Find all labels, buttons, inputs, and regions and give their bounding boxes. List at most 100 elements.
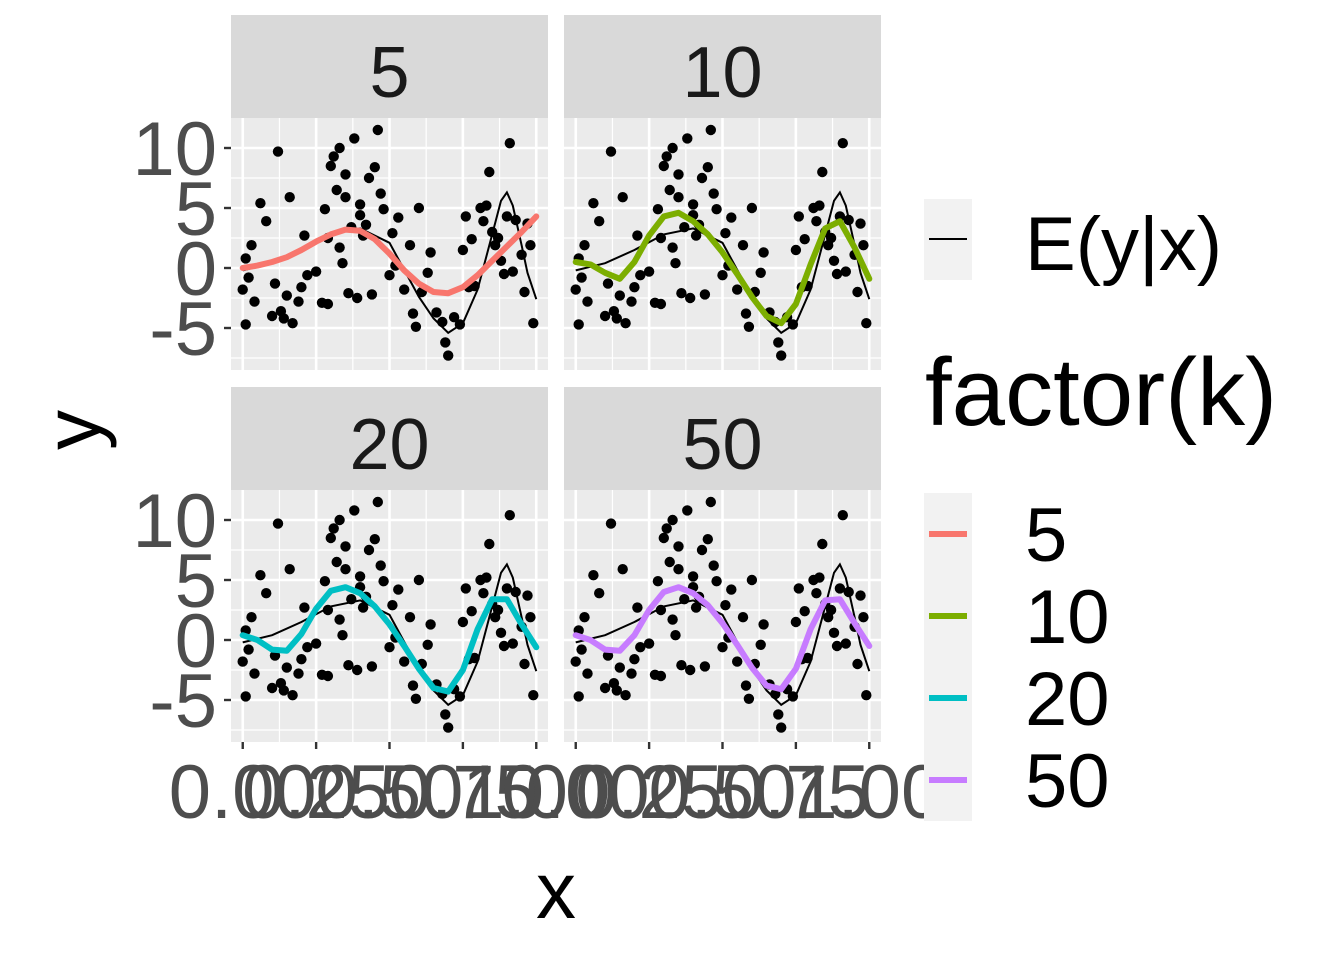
data-point bbox=[573, 691, 584, 702]
facet-panels: 5 10 20 50 bbox=[231, 15, 881, 742]
data-point bbox=[611, 313, 622, 324]
data-point bbox=[443, 722, 454, 733]
data-point bbox=[284, 564, 295, 575]
data-point bbox=[673, 564, 684, 575]
data-point bbox=[387, 228, 398, 239]
y-tick-label: 10 bbox=[132, 107, 217, 192]
data-point bbox=[702, 534, 713, 545]
data-point bbox=[776, 722, 787, 733]
data-point bbox=[399, 284, 410, 295]
data-point bbox=[790, 244, 802, 256]
x-tick-label: 0.50 bbox=[316, 750, 464, 835]
true-mean-line bbox=[575, 562, 871, 707]
data-point bbox=[793, 211, 804, 222]
data-point bbox=[243, 272, 254, 283]
data-point bbox=[293, 296, 304, 307]
data-point bbox=[237, 284, 248, 295]
data-point bbox=[658, 532, 669, 544]
data-point bbox=[758, 619, 769, 630]
data-point bbox=[384, 270, 395, 281]
data-point bbox=[579, 240, 590, 251]
data-point bbox=[413, 574, 425, 586]
data-point bbox=[828, 627, 840, 638]
x-axis: 0.000.250.500.751.000.000.250.500.751.00 bbox=[169, 742, 943, 835]
data-point bbox=[425, 247, 436, 258]
data-point bbox=[670, 630, 681, 641]
data-point bbox=[576, 272, 587, 283]
facet-strip bbox=[564, 387, 881, 490]
data-point bbox=[793, 583, 804, 594]
x-axis-label: x bbox=[536, 846, 576, 935]
data-point bbox=[357, 602, 369, 613]
true-mean-line bbox=[242, 562, 538, 707]
data-point bbox=[422, 639, 433, 650]
facet-panel-10: 10 bbox=[564, 15, 881, 370]
data-point bbox=[507, 266, 518, 277]
data-point bbox=[790, 616, 802, 628]
data-point bbox=[652, 576, 664, 587]
x-tick-label: 0.00 bbox=[502, 750, 650, 835]
data-point bbox=[372, 496, 383, 508]
data-point bbox=[776, 350, 787, 361]
data-point bbox=[492, 604, 504, 616]
data-point bbox=[855, 218, 866, 229]
data-point bbox=[711, 576, 722, 587]
y-tick-label: 5 bbox=[175, 539, 217, 624]
data-point bbox=[457, 244, 469, 256]
data-point bbox=[246, 612, 257, 623]
data-point bbox=[814, 200, 825, 211]
data-point bbox=[284, 192, 295, 203]
x-tick-label: 0.50 bbox=[649, 750, 797, 835]
series-line-50 bbox=[572, 584, 873, 693]
data-point bbox=[431, 307, 442, 318]
data-point bbox=[246, 240, 257, 251]
data-point bbox=[302, 270, 313, 281]
x-tick-label: 0.75 bbox=[389, 750, 537, 835]
data-point bbox=[466, 606, 477, 617]
data-point bbox=[255, 570, 266, 581]
data-point bbox=[331, 184, 342, 196]
data-point bbox=[661, 151, 672, 162]
facet-strip bbox=[564, 15, 881, 118]
data-point bbox=[237, 656, 248, 667]
data-point bbox=[834, 583, 846, 594]
data-point bbox=[478, 588, 489, 599]
data-point bbox=[570, 284, 581, 295]
data-point bbox=[302, 642, 313, 653]
data-point bbox=[858, 240, 869, 251]
data-point bbox=[652, 204, 664, 215]
data-point bbox=[643, 638, 655, 649]
data-point bbox=[726, 212, 737, 223]
data-point bbox=[726, 584, 737, 595]
data-point bbox=[614, 290, 625, 301]
x-tick-label: 0.75 bbox=[722, 750, 870, 835]
facet-strip-label: 20 bbox=[349, 405, 429, 485]
series-line-20 bbox=[239, 584, 540, 695]
data-point bbox=[635, 642, 646, 653]
true-mean-line bbox=[575, 190, 871, 335]
x-tick-label: 0.00 bbox=[169, 750, 317, 835]
facet-strip-label: 5 bbox=[369, 33, 409, 113]
data-point bbox=[837, 138, 848, 149]
data-point bbox=[685, 292, 696, 304]
data-point bbox=[325, 160, 336, 172]
data-point bbox=[720, 228, 731, 239]
data-point bbox=[249, 296, 260, 307]
data-point bbox=[299, 602, 310, 613]
data-point bbox=[732, 284, 743, 295]
y-tick-label: 10 bbox=[132, 479, 217, 564]
data-point bbox=[375, 188, 386, 199]
data-point bbox=[687, 571, 699, 582]
data-point bbox=[717, 270, 728, 281]
data-point bbox=[831, 640, 843, 652]
data-point bbox=[746, 202, 758, 214]
data-point bbox=[711, 204, 722, 215]
data-point bbox=[629, 282, 640, 293]
data-point bbox=[340, 192, 351, 203]
facet-panel-50: 50 bbox=[564, 387, 881, 742]
series-line-5 bbox=[239, 213, 540, 297]
data-point bbox=[375, 560, 386, 571]
